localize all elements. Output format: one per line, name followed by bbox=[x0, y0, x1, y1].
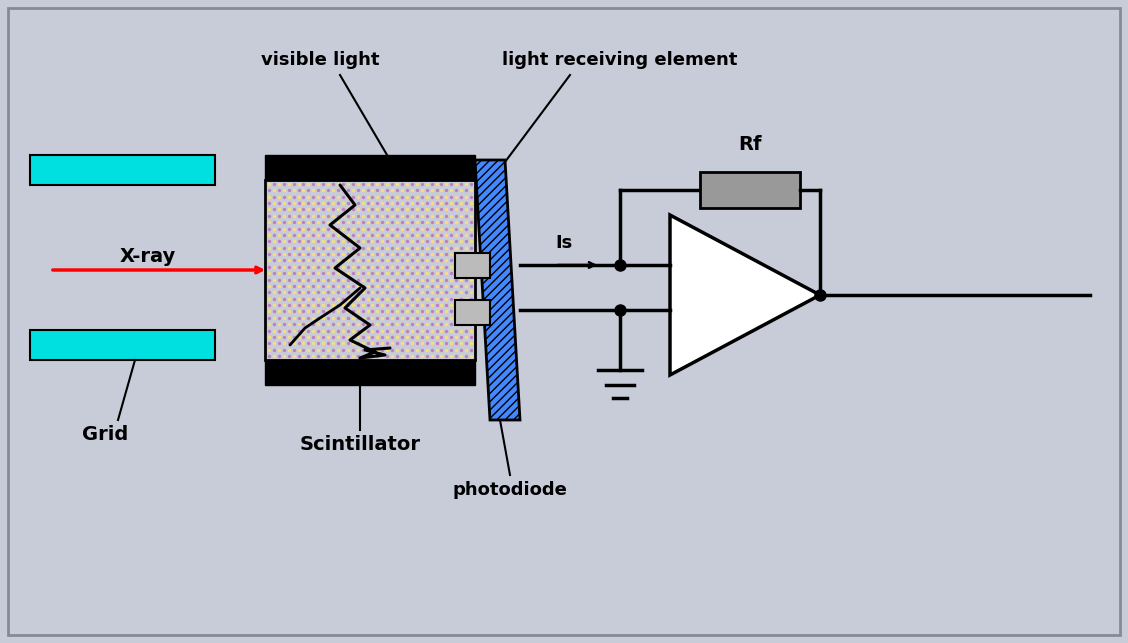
Polygon shape bbox=[670, 215, 820, 375]
FancyBboxPatch shape bbox=[8, 8, 1120, 635]
Text: Rf: Rf bbox=[738, 136, 761, 154]
Bar bbox=[30, 330, 215, 360]
Bar bbox=[455, 253, 490, 278]
Text: X-ray: X-ray bbox=[120, 246, 176, 266]
Bar bbox=[265, 180, 475, 360]
Bar bbox=[30, 155, 215, 185]
Polygon shape bbox=[475, 160, 520, 420]
Text: visible light: visible light bbox=[261, 51, 379, 69]
Bar bbox=[455, 300, 490, 325]
Text: Scintillator: Scintillator bbox=[300, 435, 421, 455]
Bar bbox=[265, 360, 475, 385]
Text: Grid: Grid bbox=[82, 426, 129, 444]
Text: photodiode: photodiode bbox=[452, 481, 567, 499]
Text: light receiving element: light receiving element bbox=[502, 51, 738, 69]
Bar bbox=[265, 155, 475, 180]
Text: Is: Is bbox=[555, 234, 572, 252]
Bar bbox=[700, 172, 800, 208]
